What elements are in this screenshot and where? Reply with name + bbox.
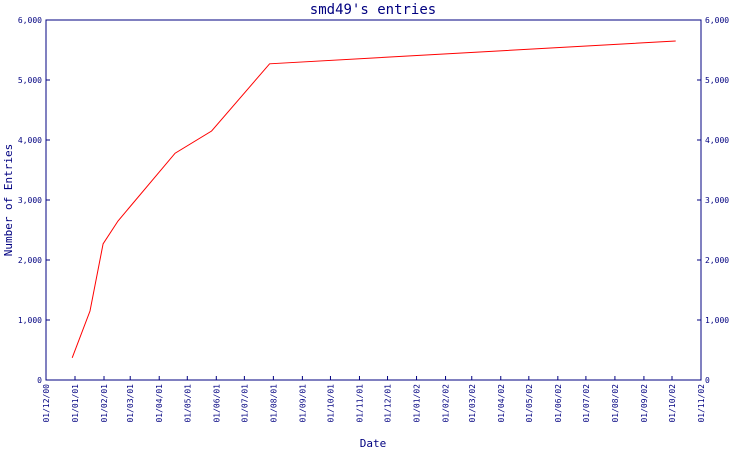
x-tick-label: 01/09/02 [640, 384, 649, 423]
x-tick-label: 01/02/01 [100, 384, 109, 423]
y-tick-label: 1,000 [18, 316, 42, 325]
x-tick-label: 01/02/02 [442, 384, 451, 423]
x-tick-label: 01/09/01 [298, 384, 307, 423]
y-tick-label: 3,000 [18, 196, 42, 205]
x-tick-label: 01/04/02 [497, 384, 506, 423]
x-tick-label: 01/03/01 [126, 384, 135, 423]
x-tick-label: 01/06/01 [212, 384, 221, 423]
y-tick-label: 5,000 [18, 76, 42, 85]
x-tick-label: 01/05/01 [183, 384, 192, 423]
y-tick-label: 0 [37, 376, 42, 385]
y-tick-label: 2,000 [18, 256, 42, 265]
x-tick-label: 01/12/01 [384, 384, 393, 423]
plot-frame [45, 19, 702, 381]
x-tick-label: 01/07/02 [582, 384, 591, 423]
y-tick-label-right: 5,000 [705, 76, 729, 85]
x-tick-label: 01/05/02 [525, 384, 534, 423]
x-tick-label: 01/08/01 [269, 384, 278, 423]
x-tick-label: 01/11/01 [355, 384, 364, 423]
x-tick-label: 01/10/02 [668, 384, 677, 423]
x-tick-label: 01/08/02 [611, 384, 620, 423]
y-tick-label: 4,000 [18, 136, 42, 145]
y-tick-label: 6,000 [18, 16, 42, 25]
x-axis-label: Date [360, 437, 387, 450]
y-tick-label-right: 0 [705, 376, 710, 385]
x-tick-label: 01/12/00 [42, 384, 51, 423]
y-tick-label-right: 3,000 [705, 196, 729, 205]
y-tick-label-right: 6,000 [705, 16, 729, 25]
x-tick-label: 01/01/02 [413, 384, 422, 423]
x-tick-label: 01/11/02 [697, 384, 706, 423]
y-tick-label-right: 2,000 [705, 256, 729, 265]
x-tick-label: 01/03/02 [468, 384, 477, 423]
y-tick-label-right: 1,000 [705, 316, 729, 325]
x-tick-label: 01/10/01 [326, 384, 335, 423]
entries-series-line [71, 40, 676, 358]
x-tick-label: 01/04/01 [155, 384, 164, 423]
y-tick-label-right: 4,000 [705, 136, 729, 145]
x-tick-label: 01/01/01 [71, 384, 80, 423]
y-axis-label: Number of Entries [2, 144, 15, 257]
x-tick-label: 01/06/02 [554, 384, 563, 423]
chart-title: smd49's entries [310, 2, 436, 18]
x-tick-label: 01/07/01 [240, 384, 249, 423]
